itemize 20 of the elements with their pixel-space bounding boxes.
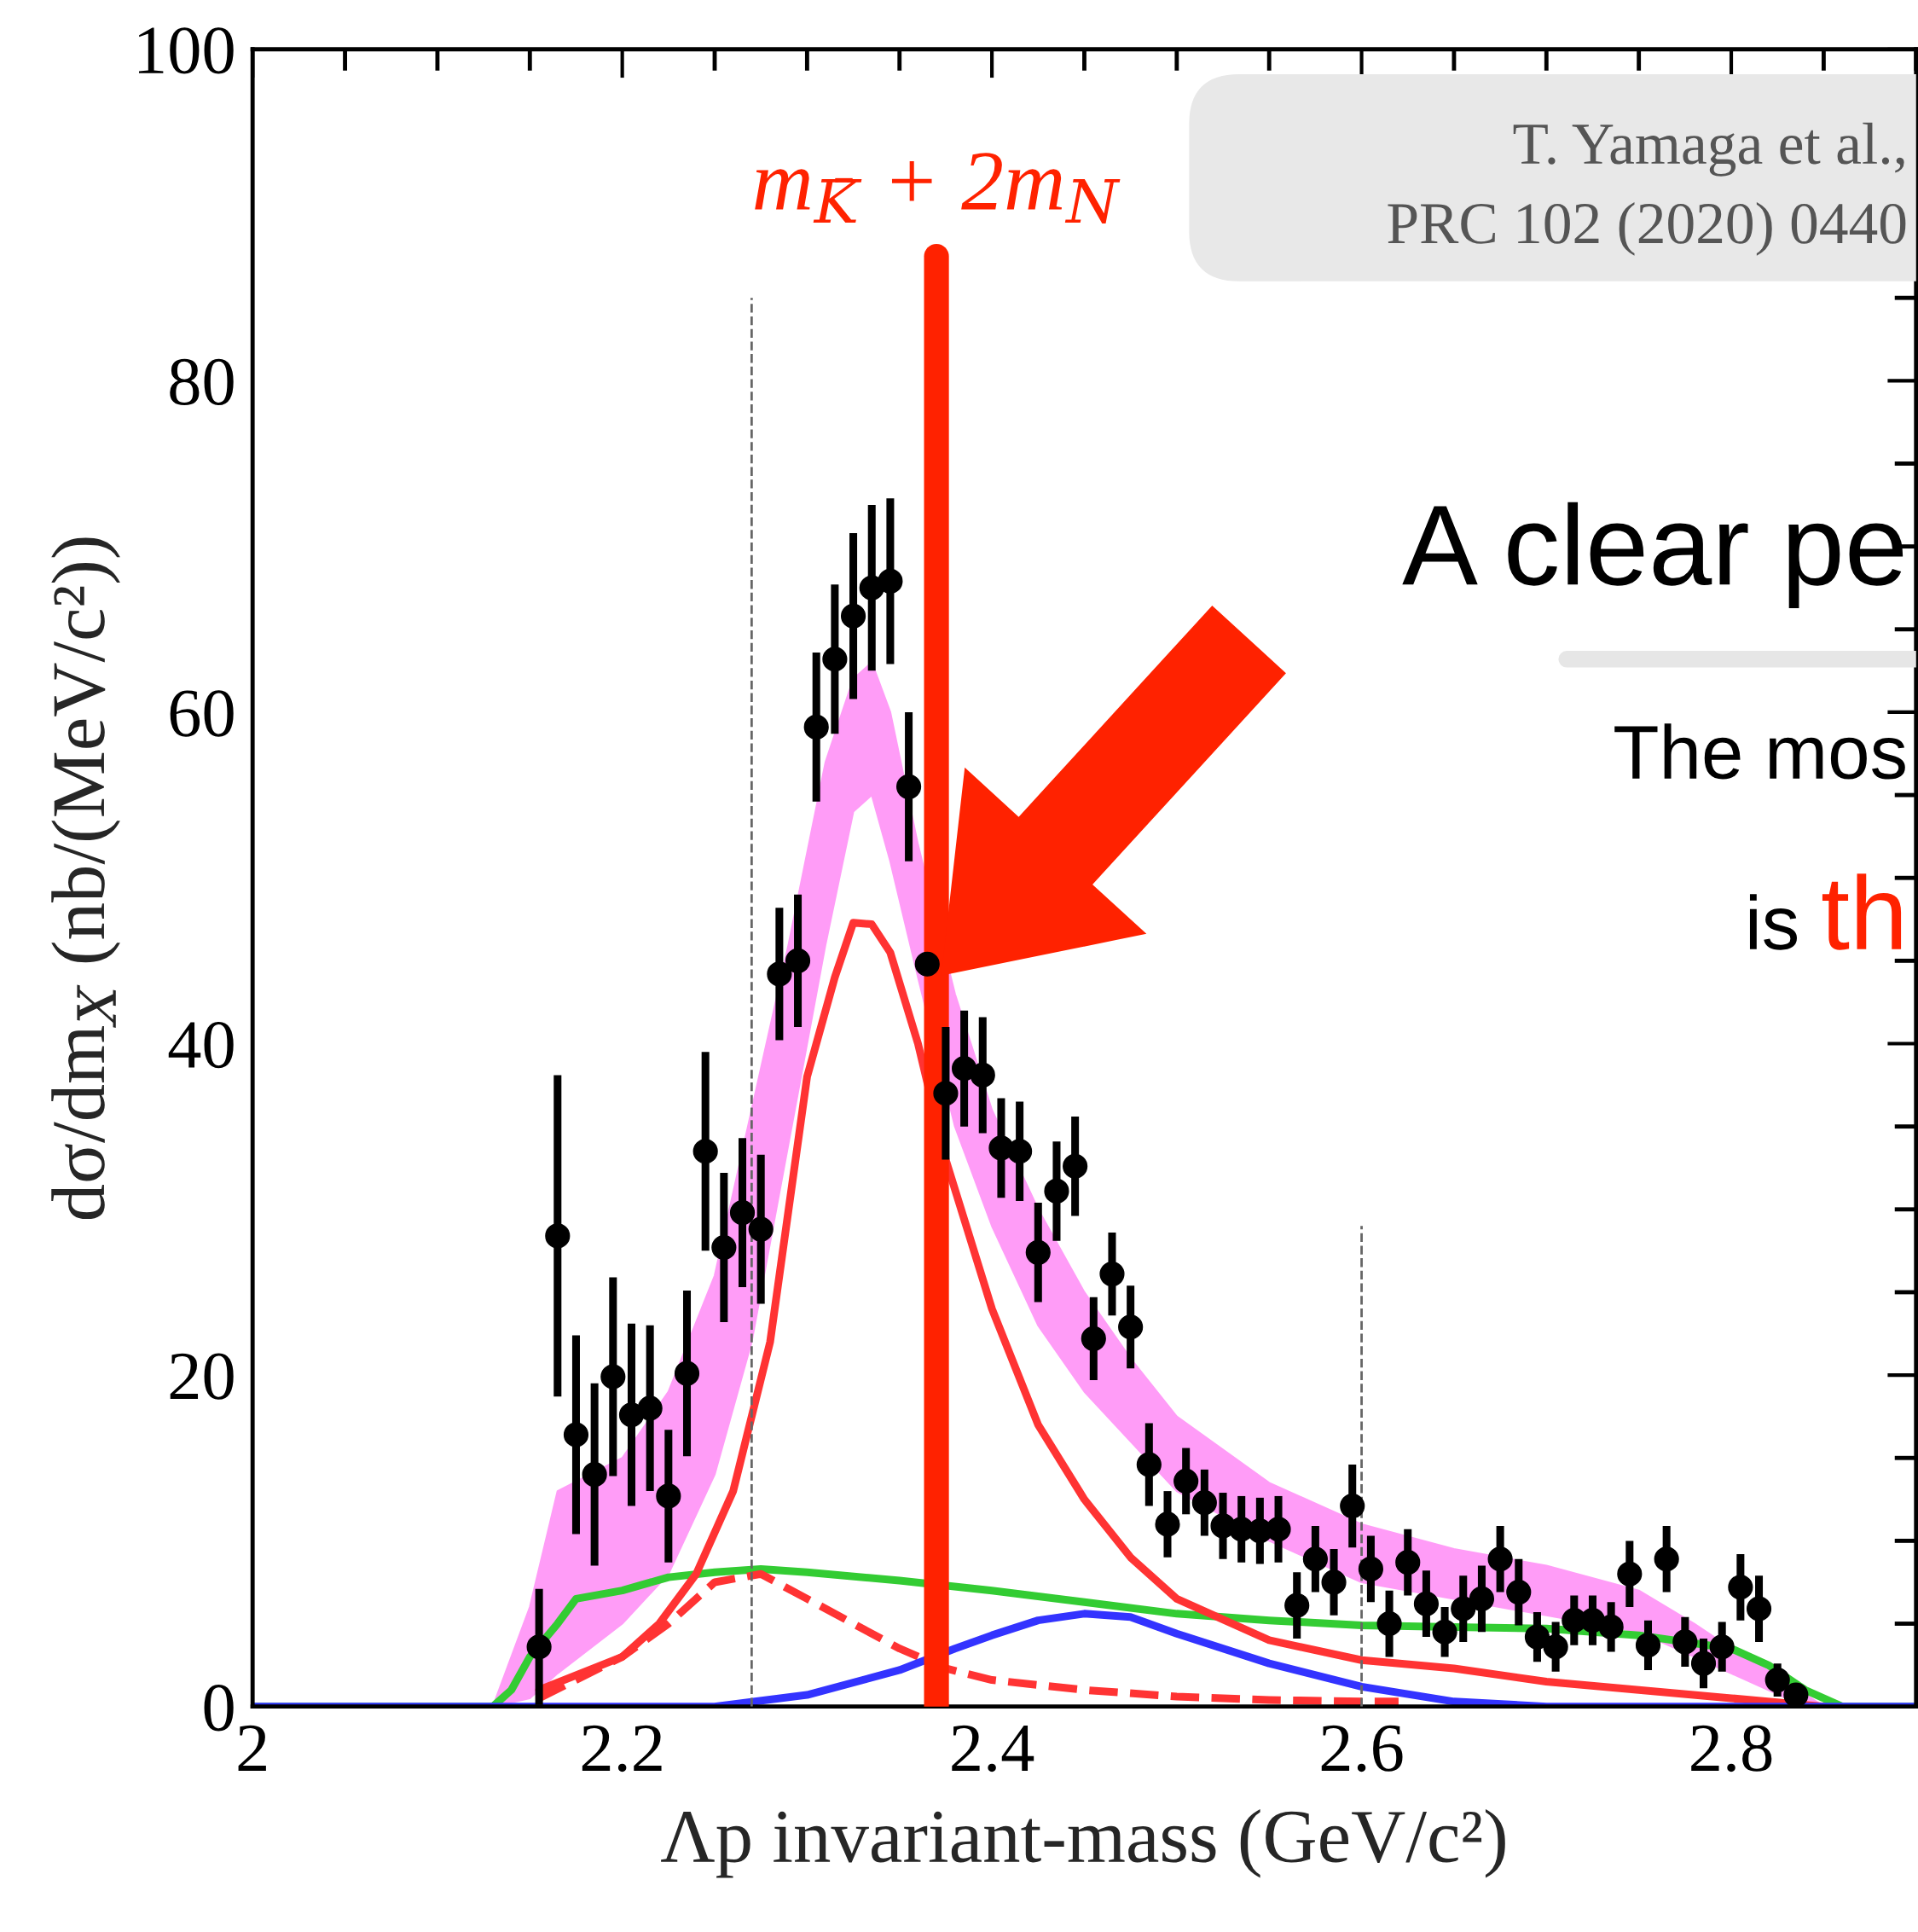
annotation: th <box>1822 873 1902 950</box>
ref-line-label: m$_{K̄}$ + 2m$_{N}$ <box>755 153 1121 224</box>
annotation: is <box>1749 894 1797 950</box>
annotation: A clear pe <box>1402 502 1904 608</box>
y-axis-title: dσ/dm$_{X}$ (nb/(MeV/c²)) <box>51 537 120 1220</box>
y-tick-label: 0 <box>204 1685 234 1732</box>
x-axis-title: Λp invariant-mass (GeV/c²) <box>661 1808 1505 1878</box>
x-tick-label: 2 <box>238 1725 266 1772</box>
x-tick-label: 2.2 <box>582 1725 662 1772</box>
y-tick-label: 40 <box>168 1021 234 1069</box>
annotation: PRC 102 (2020) 0440 <box>1388 201 1906 256</box>
y-tick-label: 100 <box>139 27 234 74</box>
x-tick-label: 2.8 <box>1691 1725 1772 1772</box>
annotation: The mos <box>1614 723 1905 780</box>
x-tick-label: 2.6 <box>1321 1725 1403 1772</box>
y-tick-label: 20 <box>170 1353 234 1400</box>
y-tick-label: 80 <box>170 358 234 406</box>
x-tick-label: 2.4 <box>952 1725 1034 1772</box>
annotation: T. Yamaga et al., <box>1513 122 1904 177</box>
y-tick-label: 60 <box>170 690 234 737</box>
